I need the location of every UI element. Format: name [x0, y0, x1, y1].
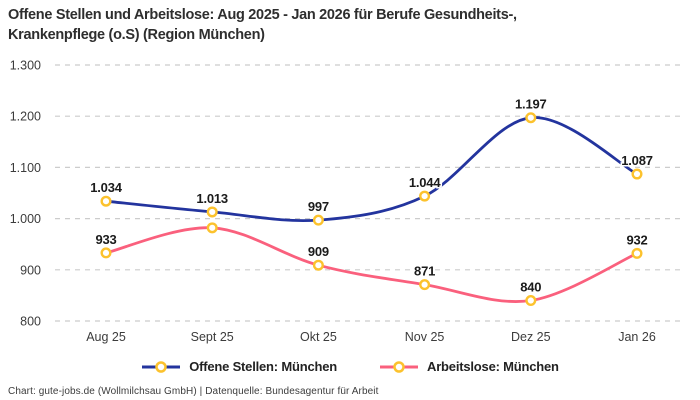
data-point-marker[interactable] [525, 112, 537, 124]
series-line-0 [104, 116, 639, 223]
chart-title-line-2: Krankenpflege (o.S) (Region München) [8, 27, 265, 43]
data-point-label: 909 [308, 244, 329, 259]
x-tick-label: Okt 25 [300, 330, 337, 344]
data-point-marker[interactable] [631, 168, 643, 180]
series-line-1 [104, 226, 639, 303]
x-tick-label: Nov 25 [405, 330, 445, 344]
y-tick-label: 1.200 [10, 110, 41, 124]
y-tick-label: 1.100 [10, 161, 41, 175]
y-tick-label: 900 [20, 263, 41, 277]
y-tick-label: 1.300 [10, 59, 41, 73]
data-point-marker[interactable] [206, 222, 218, 234]
line-marker-icon [142, 360, 181, 373]
data-point-marker[interactable] [206, 206, 218, 218]
data-point-label: 1.044 [409, 175, 442, 190]
chart-title-line-1: Offene Stellen und Arbeitslose: Aug 2025… [8, 7, 517, 23]
data-point-label: 1.197 [515, 97, 547, 112]
data-point-label: 997 [308, 199, 329, 214]
legend-item-arbeitslose[interactable]: Arbeitslose: München [379, 359, 559, 374]
x-tick-label: Aug 25 [86, 330, 126, 344]
line-chart-plot: 800 900 1.000 1.100 1.200 1.300 Aug 25 Sept 25 O… [10, 59, 684, 344]
legend-item-offene-stellen[interactable]: Offene Stellen: München [141, 359, 337, 374]
chart-title: Offene Stellen und Arbeitslose: Aug 2025… [8, 5, 668, 45]
data-point-label: 1.013 [196, 191, 228, 206]
data-point-label: 1.034 [90, 180, 123, 195]
data-point-label: 840 [520, 280, 541, 295]
chart-source: Chart: gute-jobs.de (Wollmilchsau GmbH) … [8, 386, 379, 397]
data-point-marker[interactable] [419, 279, 431, 291]
data-point-label: 1.087 [621, 153, 653, 168]
y-tick-label: 1.000 [10, 212, 41, 226]
data-point-marker[interactable] [312, 259, 324, 271]
chart-legend: Offene Stellen: München Arbeitslose: Mün… [0, 359, 700, 374]
data-point-marker[interactable] [312, 214, 324, 226]
data-point-label: 871 [414, 264, 435, 279]
y-tick-label: 800 [20, 315, 41, 329]
data-point-marker[interactable] [419, 190, 431, 202]
data-point-marker[interactable] [525, 295, 537, 307]
x-tick-label: Dez 25 [511, 330, 551, 344]
data-point-marker[interactable] [100, 247, 112, 259]
x-tick-label: Sept 25 [191, 330, 234, 344]
x-tick-label: Jan 26 [618, 330, 656, 344]
line-marker-icon [380, 360, 418, 373]
legend-label: Offene Stellen: München [189, 359, 337, 374]
legend-label: Arbeitslose: München [427, 359, 559, 374]
data-point-marker[interactable] [100, 195, 112, 207]
data-point-label: 932 [626, 232, 647, 247]
data-point-label: 933 [95, 232, 116, 247]
data-point-marker[interactable] [631, 247, 643, 259]
